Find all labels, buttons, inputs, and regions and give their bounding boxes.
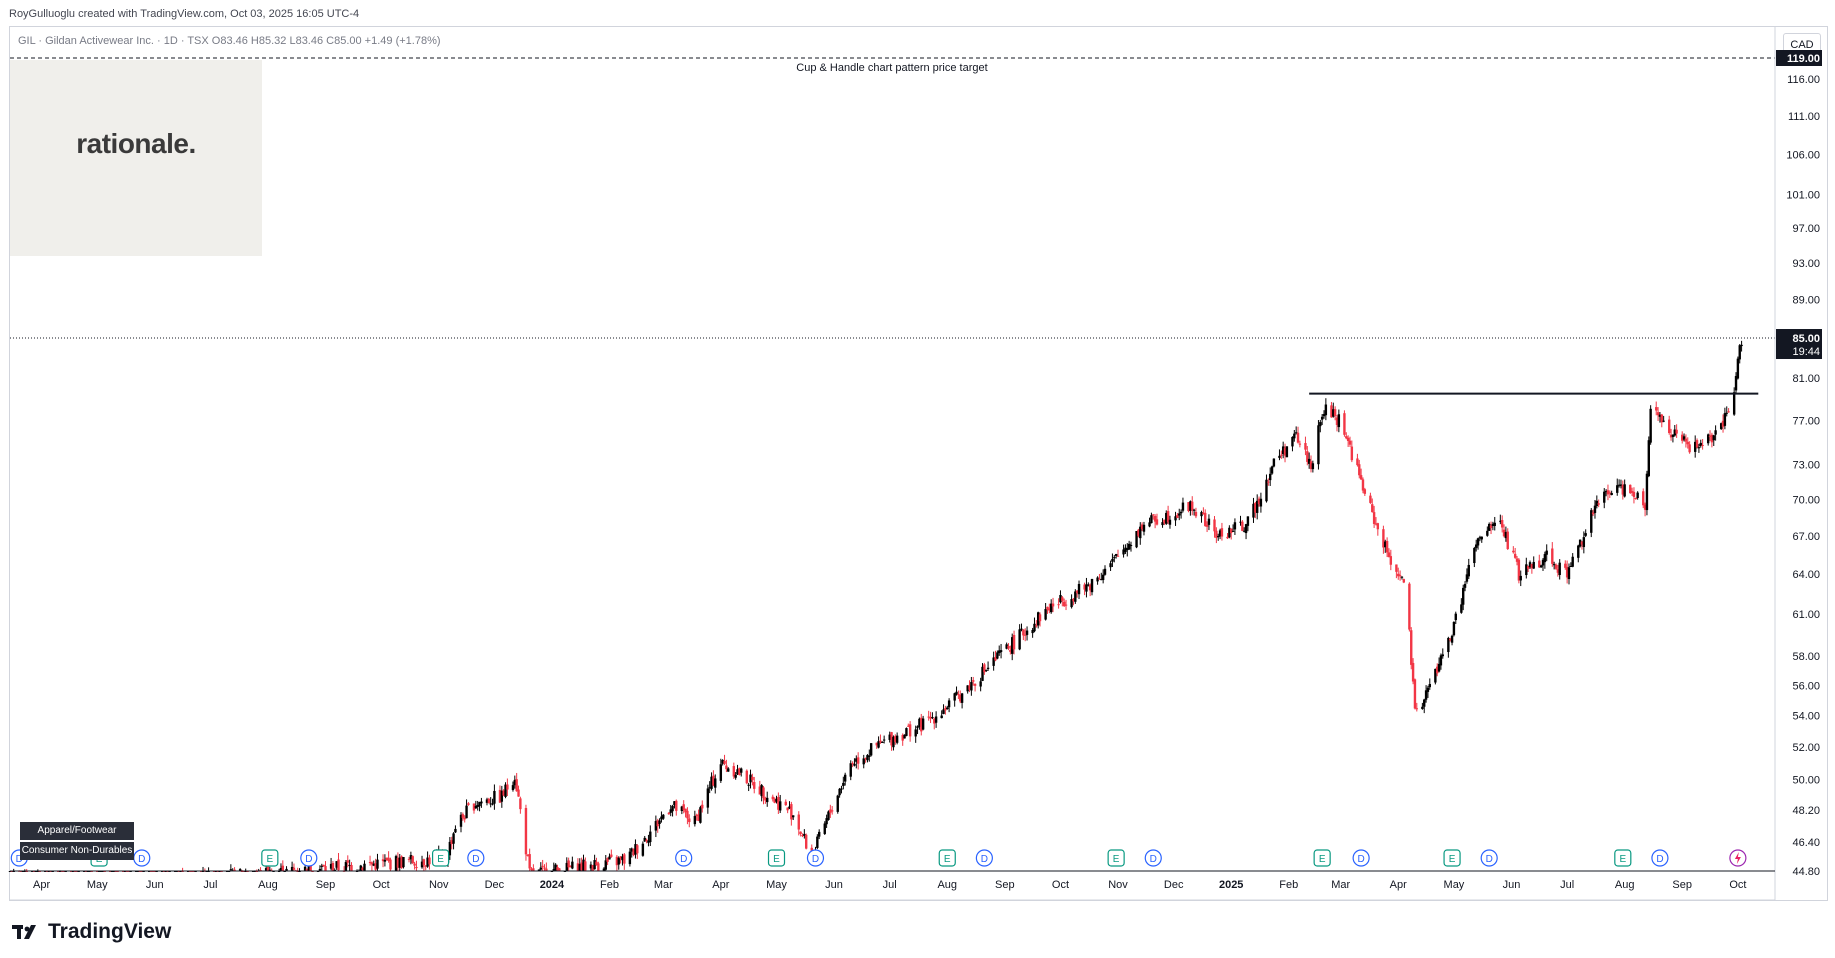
tradingview-wordmark: TradingView xyxy=(48,920,172,943)
sector-tag-industry[interactable]: Apparel/Footwear xyxy=(20,822,134,840)
tradingview-mark-icon xyxy=(12,925,36,939)
symbol-ohlc-legend[interactable]: GIL · Gildan Activewear Inc. · 1D · TSX … xyxy=(18,35,441,47)
watermark-logo-text: rationale. xyxy=(76,128,196,159)
tradingview-logo[interactable]: TradingView xyxy=(12,920,171,944)
currency-badge[interactable]: CAD xyxy=(1783,33,1821,55)
chart-credit: RoyGulluoglu created with TradingView.co… xyxy=(9,8,360,20)
sector-tag-sector[interactable]: Consumer Non-Durables xyxy=(20,842,134,860)
watermark-logo-box: rationale. xyxy=(10,60,262,256)
chart-frame xyxy=(9,26,1828,901)
